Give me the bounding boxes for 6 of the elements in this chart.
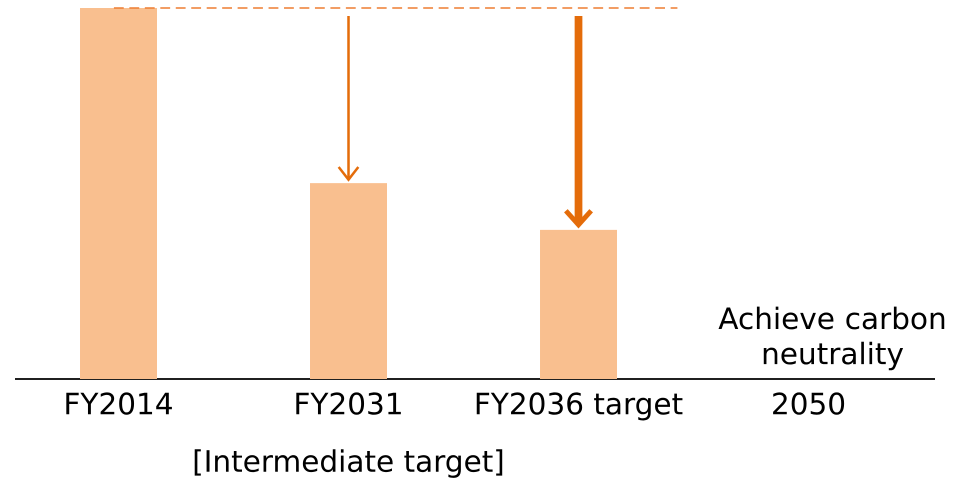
x-tick-label: FY2031 bbox=[296, 392, 401, 415]
annotation: Achieve carbon neutrality bbox=[718, 306, 944, 370]
x-tick-label: 2050 bbox=[773, 392, 844, 415]
x-tick-label: FY2036 target bbox=[476, 392, 682, 420]
text: [Intermediate target] bbox=[194, 449, 502, 478]
x-tick-label: FY2014 bbox=[66, 392, 172, 415]
